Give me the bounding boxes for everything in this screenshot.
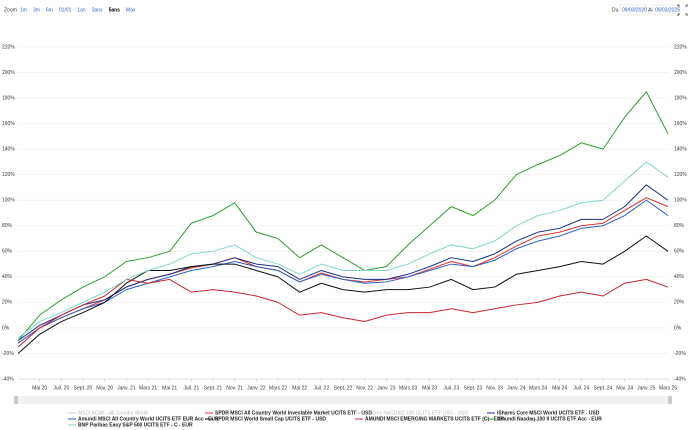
- legend-label[interactable]: Amundi MSCI All Country World UCITS ETF …: [78, 416, 219, 422]
- y-tick-label-right: 220%: [674, 44, 687, 50]
- y-tick-label: 40%: [2, 274, 13, 280]
- x-tick-label: Juil. 21: [183, 385, 199, 391]
- x-tick-label: Nov. 20: [96, 385, 113, 391]
- x-tick-label: Nov. 22: [356, 385, 373, 391]
- x-tick-label: Nov. 21: [226, 385, 243, 391]
- y-tick-label: 160%: [2, 121, 15, 127]
- y-tick-label: 20%: [2, 300, 13, 306]
- zoom-button[interactable]: 6m: [46, 7, 53, 13]
- x-tick-label: Janv. 21: [117, 385, 136, 391]
- x-tick-label: Janv. 22: [247, 385, 266, 391]
- y-tick-label: -40%: [2, 376, 14, 382]
- from-input[interactable]: [619, 4, 647, 16]
- navigator: [18, 396, 668, 404]
- x-tick-label: Mai 21: [162, 385, 177, 391]
- y-tick-label-right: 180%: [674, 95, 687, 101]
- x-tick-label: Mai 20: [32, 385, 47, 391]
- to-date[interactable]: 09/03/2025: [655, 7, 680, 13]
- from-date[interactable]: 09/03/2020: [622, 7, 647, 13]
- x-tick-label: Sept. 21: [204, 385, 223, 391]
- x-tick-label: Janv. 25: [637, 385, 656, 391]
- x-tick-label: Juil. 24: [573, 385, 589, 391]
- from-label: Du: [612, 7, 619, 13]
- x-tick-label: Nov. 24: [616, 385, 633, 391]
- y-tick-label-right: 200%: [674, 70, 687, 76]
- x-tick-label: Mars 24: [529, 385, 547, 391]
- x-tick-label: Mai 22: [292, 385, 307, 391]
- zoom-button[interactable]: 01/01: [59, 7, 72, 13]
- x-tick-label: Mars 25: [659, 385, 677, 391]
- y-tick-label: -20%: [2, 351, 14, 357]
- zoom-button[interactable]: 3ans: [92, 7, 103, 13]
- series-line: [17, 199, 669, 344]
- x-tick-label: Juil. 20: [53, 385, 69, 391]
- navigator-handle-right[interactable]: [668, 396, 672, 404]
- legend-label[interactable]: BNP Paribas Easy S&P 500 UCITS ETF - C -…: [78, 422, 193, 428]
- y-tick-label-right: 20%: [674, 300, 685, 306]
- y-tick-label-right: 100%: [674, 198, 687, 204]
- y-tick-label-right: 160%: [674, 121, 687, 127]
- y-tick-label-right: 0%: [674, 325, 682, 331]
- legend-label[interactable]: MSCI ACWI - All Country World: [78, 410, 148, 416]
- x-tick-label: Sept. 23: [464, 385, 483, 391]
- x-tick-label: Janv. 24: [507, 385, 526, 391]
- zoom-button[interactable]: Max: [126, 7, 136, 13]
- x-tick-label: Mai 23: [422, 385, 437, 391]
- x-tick-label: Mars 22: [269, 385, 287, 391]
- x-tick-label: Sept. 24: [594, 385, 613, 391]
- x-tick-label: Mars 23: [399, 385, 417, 391]
- navigator-handle-left[interactable]: [14, 396, 18, 404]
- series-line: [17, 235, 669, 354]
- to-label: Au: [648, 7, 654, 13]
- legend-label[interactable]: Amundi Nasdaq-100 II UCITS ETF Acc - EUR: [497, 416, 602, 422]
- x-tick-label: Sept. 20: [74, 385, 93, 391]
- x-tick-label: Mars 21: [139, 385, 157, 391]
- legend-label[interactable]: iShares Core MSCI World UCITS ETF - USD: [497, 410, 600, 416]
- y-tick-label: 140%: [2, 146, 15, 152]
- x-tick-label: Juil. 23: [443, 385, 459, 391]
- to-input[interactable]: [652, 4, 680, 16]
- y-tick-label-right: 60%: [674, 249, 685, 255]
- zoom-button[interactable]: 5ans: [109, 7, 121, 13]
- y-tick-label: 180%: [2, 95, 15, 101]
- series-line: [17, 161, 669, 339]
- legend-label[interactable]: iShares NASDAQ 100 UCITS ETF (DE) - USD: [365, 410, 468, 416]
- y-tick-label-right: -20%: [674, 351, 686, 357]
- legend-label[interactable]: AMUNDI MSCI EMERGING MARKETS UCITS ETF (…: [365, 416, 505, 422]
- x-tick-label: Mai 24: [552, 385, 567, 391]
- zoom-button[interactable]: 1m: [20, 7, 27, 13]
- y-tick-label: 0%: [2, 325, 10, 331]
- legend-label[interactable]: SPDR MSCI All Country World Investable M…: [215, 410, 372, 416]
- y-tick-label: 100%: [2, 198, 15, 204]
- y-tick-label-right: 80%: [674, 223, 685, 229]
- fullscreen-icon[interactable]: [677, 4, 688, 16]
- series-line: [17, 91, 669, 342]
- y-tick-label-right: 40%: [674, 274, 685, 280]
- x-tick-label: Janv. 23: [377, 385, 396, 391]
- legend-label[interactable]: SPDR MSCI World Small Cap UCITS ETF - US…: [215, 416, 326, 422]
- y-tick-label: 80%: [2, 223, 13, 229]
- y-tick-label-right: -40%: [674, 376, 686, 382]
- y-tick-label: 120%: [2, 172, 15, 178]
- y-tick-label-right: 120%: [674, 172, 687, 178]
- zoom-button[interactable]: 3m: [33, 7, 40, 13]
- series-line: [17, 184, 669, 342]
- zoom-label: Zoom: [4, 7, 17, 13]
- zoom-button[interactable]: 1an: [77, 7, 86, 13]
- y-tick-label: 220%: [2, 44, 15, 50]
- x-tick-label: Juil. 22: [313, 385, 329, 391]
- x-tick-label: Sept. 22: [334, 385, 353, 391]
- y-tick-label: 200%: [2, 70, 15, 76]
- x-tick-label: Nov. 23: [486, 385, 503, 391]
- y-tick-label-right: 140%: [674, 146, 687, 152]
- y-tick-label: 60%: [2, 249, 13, 255]
